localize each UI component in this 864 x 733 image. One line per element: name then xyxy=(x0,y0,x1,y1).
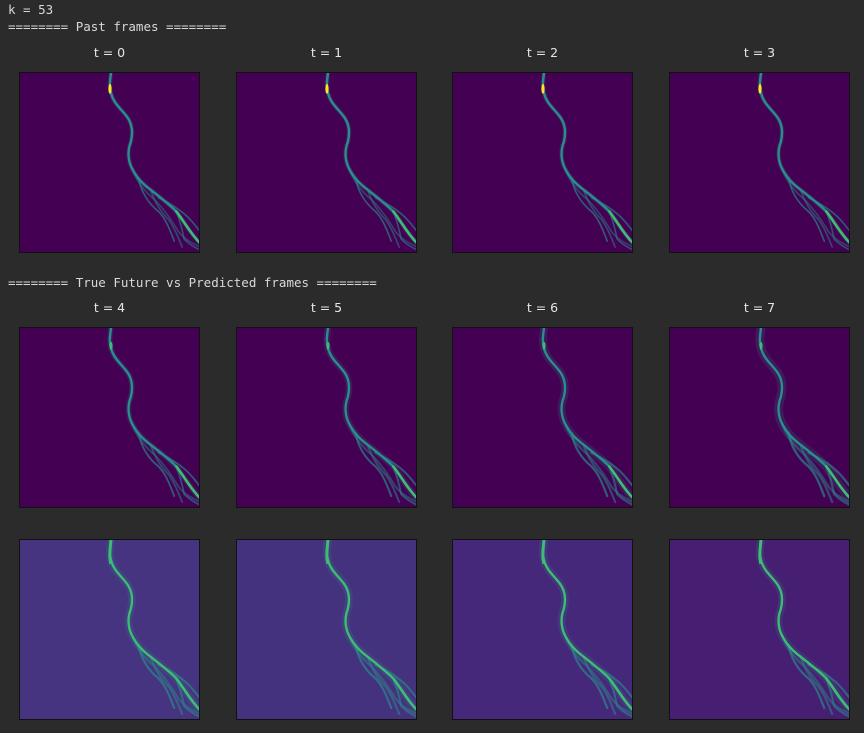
true-future-frame-image xyxy=(236,327,417,508)
predicted-frame-image xyxy=(236,539,417,720)
true-future-frame-image xyxy=(19,327,200,508)
past-frame-image xyxy=(236,72,417,253)
frame-title: t = 4 xyxy=(19,300,200,315)
output-line-k: k = 53 xyxy=(8,2,53,17)
frame-title: t = 5 xyxy=(236,300,417,315)
frame-title: t = 0 xyxy=(19,45,200,60)
predicted-frame-image xyxy=(452,539,633,720)
past-frame-image xyxy=(669,72,850,253)
frame-title: t = 2 xyxy=(452,45,633,60)
past-frames-header: ======== Past frames ======== xyxy=(8,19,226,34)
frame-title: t = 1 xyxy=(236,45,417,60)
future-frames-header: ======== True Future vs Predicted frames… xyxy=(8,275,377,290)
frame-title: t = 7 xyxy=(669,300,850,315)
frame-title: t = 3 xyxy=(669,45,850,60)
past-frame-image xyxy=(452,72,633,253)
true-future-frame-image xyxy=(669,327,850,508)
true-future-frame-image xyxy=(452,327,633,508)
predicted-frame-image xyxy=(669,539,850,720)
predicted-frame-image xyxy=(19,539,200,720)
frame-title: t = 6 xyxy=(452,300,633,315)
past-frame-image xyxy=(19,72,200,253)
